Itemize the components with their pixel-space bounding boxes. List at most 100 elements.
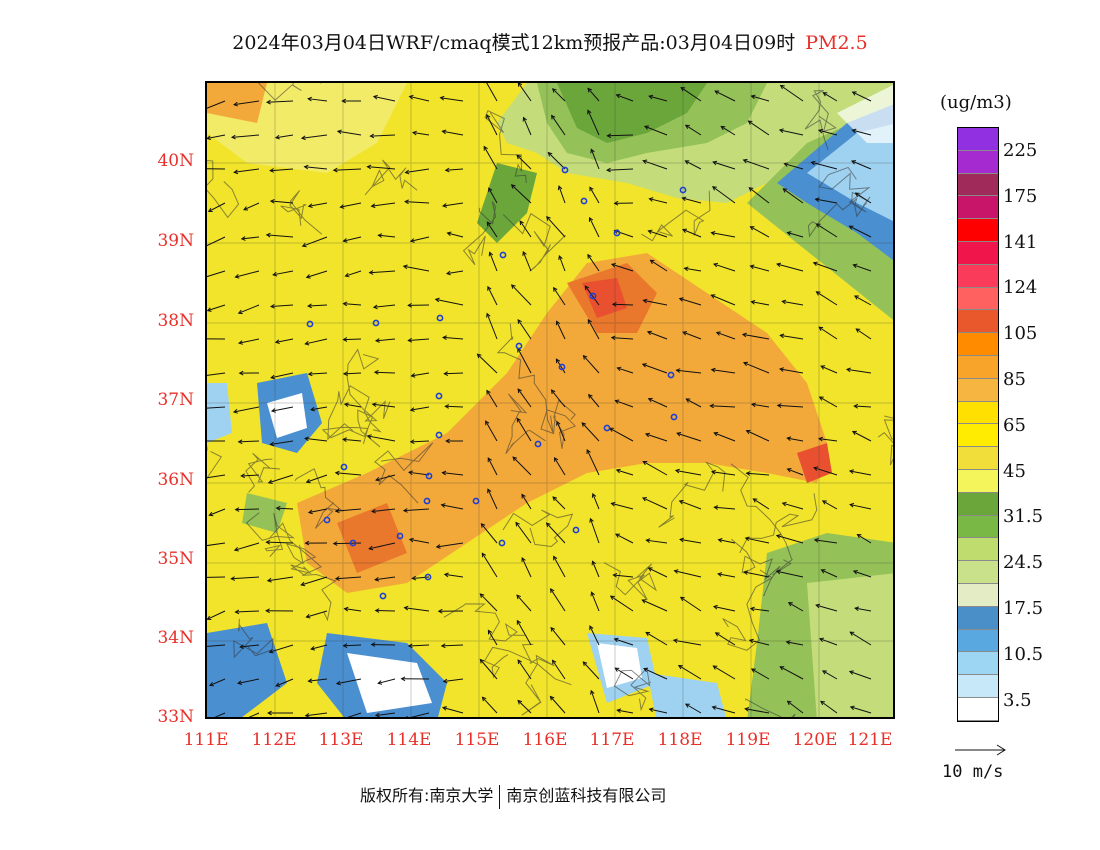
wind-arrow-head [750,668,756,673]
wind-arrow [857,534,872,544]
wind-arrow-head [239,644,245,650]
wind-arrow-head [742,158,748,164]
border-line [818,166,871,213]
station-marker [472,497,480,505]
wind-arrow [443,336,464,340]
border-line [641,190,711,242]
wind-arrow [713,263,736,272]
station-marker [498,539,506,547]
wind-arrow [444,372,464,375]
legend-swatch [958,310,998,334]
wind-arrow [436,542,464,548]
wind-arrow-head [848,670,854,675]
station-marker [425,472,433,480]
wind-arrow [849,470,872,476]
wind-arrow [404,607,430,612]
wind-arrow [556,321,566,340]
wind-arrow-head [747,120,753,125]
wind-arrow-head [303,164,309,170]
wind-arrow-head [610,335,616,341]
wind-arrow [237,678,260,684]
wind-arrow-head [645,631,651,637]
wind-arrow [556,421,566,442]
wind-arrow [275,678,294,687]
wind-arrow-head [368,545,374,551]
title-text: 2024年03月04日WRF/cmaq模式12km预报产品:03月04日09时 [232,32,796,54]
wind-arrow-head [446,231,452,237]
wind-arrow-head [265,608,270,614]
wind-arrow-head [549,695,555,701]
wind-arrow-head [587,318,592,324]
wind-arrow [270,440,294,446]
wind-arrow-head [372,94,378,100]
wind-arrow [370,134,396,137]
border-line [269,522,337,622]
wind-arrow [649,198,668,204]
wind-arrow-head [512,456,518,462]
wind-arrow-head [369,133,375,139]
wind-arrow [612,303,634,306]
wind-arrow-head [409,238,415,243]
wind-arrow [488,187,498,204]
wind-arrow [305,338,328,345]
blue-patch-sw [207,623,287,717]
wind-arrow [582,661,600,680]
wind-arrow [851,160,872,170]
wind-arrow-head [676,432,682,437]
lat-label-38: 38N [157,311,194,331]
wind-arrow-head [274,134,280,140]
wind-arrow [645,433,668,442]
wind-arrow [748,120,770,136]
wind-arrow-head [486,221,492,227]
legend-swatch [958,150,998,174]
wind-arrow-head [342,437,347,442]
wind-arrow [411,372,430,377]
wind-arrow-head [588,216,594,222]
wind-arrow-head [265,539,271,545]
wind-arrow-head [237,309,243,315]
wind-arrow [308,508,328,514]
green-southeast-light [807,573,893,717]
wind-arrow [443,678,464,682]
wind-arrow [369,542,396,550]
wind-arrow-head [233,169,239,175]
wind-arrow [248,712,260,717]
wind-arrow [555,358,566,374]
wind-arrow [711,294,736,306]
wind-arrow [685,160,702,170]
wind-arrow-head [445,438,450,444]
wind-arrow [780,85,804,102]
wind-arrow [607,168,634,171]
wind-arrow [270,168,294,172]
legend-swatch [958,196,998,220]
wind-arrow [853,264,872,272]
wind-arrow-head [408,94,414,100]
border-line [496,323,554,433]
wind-arrow-head [409,439,415,445]
border-line [540,399,577,449]
wind-arrow-head [590,591,595,597]
wind-arrow [486,313,498,340]
wind-arrow-head [230,134,236,140]
wind-arrow-head [307,678,313,684]
wind-arrow-head [684,124,690,130]
wind-arrow [615,667,634,680]
wind-arrow [375,576,396,581]
wind-arrow-head [402,508,408,513]
wind-arrow-head [710,367,716,373]
wind-arrow [552,496,566,510]
border-line [364,159,418,196]
wind-arrow [486,390,498,408]
wind-arrow-head [550,588,555,593]
wind-arrow [445,168,464,171]
wind-arrow [521,557,532,578]
wind-arrow [231,134,260,138]
wind-arrow-head [590,148,595,154]
wind-arrow-head [646,330,652,336]
wind-arrow [373,96,396,102]
wind-arrow-head [582,354,588,360]
wind-arrow-head [853,403,859,409]
border-line [739,493,818,554]
wind-arrow-head [335,680,341,686]
wind-arrow-head [442,335,447,341]
